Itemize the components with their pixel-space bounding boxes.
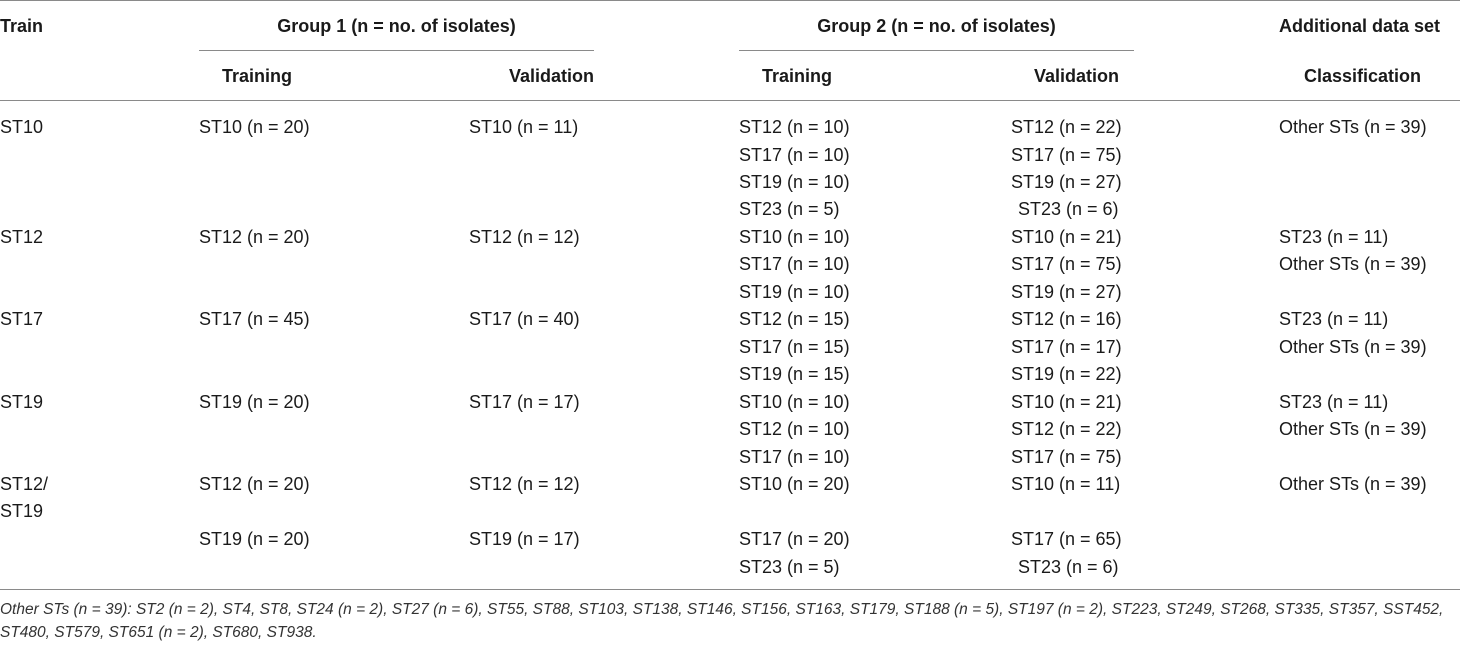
table-bottom-rule xyxy=(0,589,1460,590)
table-row-3-g2-validation-3: ST19 (n = 22) xyxy=(1011,364,1122,384)
table-row-5-g2-validation-3: ST23 (n = 6) xyxy=(1018,557,1119,577)
table-footnote: Other STs (n = 39): ST2 (n = 2), ST4, ST… xyxy=(0,601,1444,641)
table-row-1-g2-training-4: ST23 (n = 5) xyxy=(739,199,840,219)
table-row-3-g1-validation: ST17 (n = 40) xyxy=(469,309,580,329)
table-row-2-g2-training-3: ST19 (n = 10) xyxy=(739,282,850,302)
header-classification: Classification xyxy=(1304,66,1422,86)
table-row-2-classification-2: Other STs (n = 39) xyxy=(1279,254,1427,274)
table-row-5-g2-training-3: ST23 (n = 5) xyxy=(739,557,840,577)
table-row-2-classification-1: ST23 (n = 11) xyxy=(1279,227,1389,247)
table-row-1-g2-training-3: ST19 (n = 10) xyxy=(739,172,850,192)
header-group1: Group 1 (n = no. of isolates) xyxy=(277,16,516,36)
table-row-3-classification-2: Other STs (n = 39) xyxy=(1279,337,1427,357)
table-row-2-g1-training: ST12 (n = 20) xyxy=(199,227,310,247)
table-row-5-g2-validation-2: ST17 (n = 65) xyxy=(1011,529,1122,549)
table-row-5-g1-training-2: ST19 (n = 20) xyxy=(199,529,310,549)
table-row-1-classification-1: Other STs (n = 39) xyxy=(1279,117,1427,137)
table-row-4-g2-training-1: ST10 (n = 10) xyxy=(739,392,850,412)
table-row-4-g2-validation-2: ST12 (n = 22) xyxy=(1011,419,1122,439)
table-row-1-g2-validation-2: ST17 (n = 75) xyxy=(1011,145,1122,165)
table-row-5-train-1: ST12/ xyxy=(0,474,49,494)
table-row-4-train: ST19 xyxy=(0,392,44,412)
table-row-1-g1-training: ST10 (n = 20) xyxy=(199,117,310,137)
header-additional: Additional data set xyxy=(1279,16,1441,36)
table-row-3-g1-training: ST17 (n = 45) xyxy=(199,309,310,329)
group1-underline xyxy=(199,50,594,51)
table-row-5-g2-validation-1: ST10 (n = 11) xyxy=(1011,474,1121,494)
table-row-3-g2-validation-1: ST12 (n = 16) xyxy=(1011,309,1122,329)
table-row-4-classification-2: Other STs (n = 39) xyxy=(1279,419,1427,439)
table-row-2-g2-validation-3: ST19 (n = 27) xyxy=(1011,282,1122,302)
table-row-2-g1-validation: ST12 (n = 12) xyxy=(469,227,580,247)
table-row-1-g2-validation-1: ST12 (n = 22) xyxy=(1011,117,1122,137)
table-row-3-g2-training-2: ST17 (n = 15) xyxy=(739,337,850,357)
table-row-1-g2-training-1: ST12 (n = 10) xyxy=(739,117,850,137)
table-row-5-g2-training-2: ST17 (n = 20) xyxy=(739,529,850,549)
table-row-5-train-2: ST19 xyxy=(0,501,44,521)
table-row-3-classification-1: ST23 (n = 11) xyxy=(1279,309,1389,329)
table-row-1-g2-validation-3: ST19 (n = 27) xyxy=(1011,172,1122,192)
table-row-1-train: ST10 xyxy=(0,117,44,137)
header-group2: Group 2 (n = no. of isolates) xyxy=(817,16,1056,36)
table-row-1-g1-validation: ST10 (n = 11) xyxy=(469,117,579,137)
table-row-2-g2-training-1: ST10 (n = 10) xyxy=(739,227,850,247)
table-row-5-g1-training-1: ST12 (n = 20) xyxy=(199,474,310,494)
table-row-4-g2-training-3: ST17 (n = 10) xyxy=(739,447,850,467)
header-g2-validation: Validation xyxy=(1033,66,1119,86)
header-train: Train xyxy=(0,16,44,36)
table-row-2-g2-training-2: ST17 (n = 10) xyxy=(739,254,850,274)
table-row-5-g1-validation-2: ST19 (n = 17) xyxy=(469,529,580,549)
table-row-3-train: ST17 xyxy=(0,309,44,329)
table-top-rule xyxy=(0,0,1460,1)
table-row-3-g2-training-3: ST19 (n = 15) xyxy=(739,364,850,384)
header-g2-training: Training xyxy=(762,66,833,86)
table-row-2-g2-validation-1: ST10 (n = 21) xyxy=(1011,227,1122,247)
table-row-3-g2-validation-2: ST17 (n = 17) xyxy=(1011,337,1122,357)
table-row-4-classification-1: ST23 (n = 11) xyxy=(1279,392,1389,412)
table-row-4-g1-training: ST19 (n = 20) xyxy=(199,392,310,412)
header-g1-training: Training xyxy=(222,66,293,86)
table-row-4-g1-validation: ST17 (n = 17) xyxy=(469,392,580,412)
table-row-5-g1-validation-1: ST12 (n = 12) xyxy=(469,474,580,494)
group2-underline xyxy=(739,50,1134,51)
table-row-4-g2-validation-1: ST10 (n = 21) xyxy=(1011,392,1122,412)
header-bottom-rule xyxy=(0,100,1460,101)
table-row-3-g2-training-1: ST12 (n = 15) xyxy=(739,309,850,329)
table-row-2-train: ST12 xyxy=(0,227,44,247)
table-row-5-g2-training-1: ST10 (n = 20) xyxy=(739,474,850,494)
table-row-4-g2-validation-3: ST17 (n = 75) xyxy=(1011,447,1122,467)
table-row-4-g2-training-2: ST12 (n = 10) xyxy=(739,419,850,439)
table-row-2-g2-validation-2: ST17 (n = 75) xyxy=(1011,254,1122,274)
header-g1-validation: Validation xyxy=(508,66,594,86)
table-row-5-classification-1: Other STs (n = 39) xyxy=(1279,474,1427,494)
table-row-1-g2-training-2: ST17 (n = 10) xyxy=(739,145,850,165)
table-row-1-g2-validation-4: ST23 (n = 6) xyxy=(1018,199,1119,219)
